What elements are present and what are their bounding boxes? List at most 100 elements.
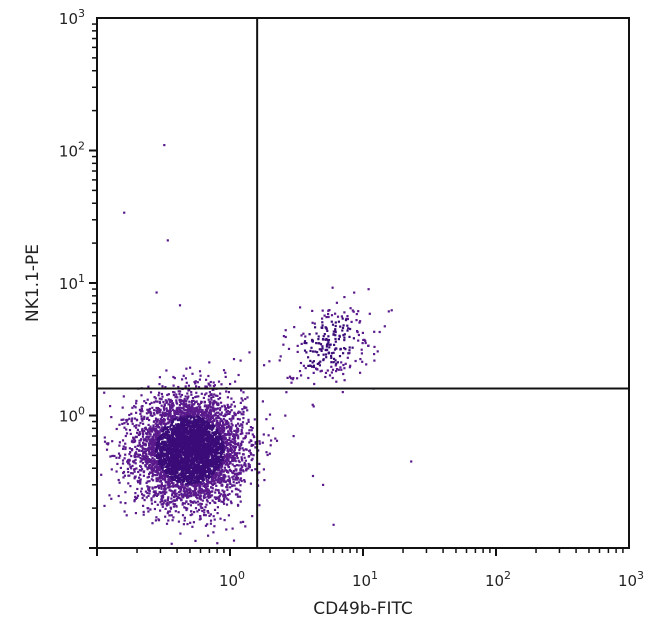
data-point [188,400,191,403]
data-point [156,418,160,421]
data-point [207,511,210,514]
data-point [137,481,140,484]
data-point [139,439,142,442]
data-point [228,468,232,471]
data-point [232,358,236,361]
data-point [162,400,165,404]
data-point [184,456,187,459]
data-point [187,494,190,497]
data-point [133,498,136,502]
data-point [148,492,151,495]
data-point [187,422,190,425]
data-point [176,483,179,487]
data-point [163,418,166,421]
data-point [144,426,147,429]
data-point [128,463,131,466]
data-point [201,432,204,435]
data-point [209,415,212,418]
data-point [178,392,181,396]
data-point [172,415,175,418]
data-point [122,476,125,479]
data-point [239,401,242,404]
data-point [185,457,188,460]
data-point [192,481,195,484]
data-point [121,462,125,465]
data-point [202,439,205,442]
data-point [186,475,189,478]
data-point [173,447,177,450]
data-point [242,449,245,452]
data-point [153,439,156,442]
data-point [239,467,242,470]
data-point [219,465,222,468]
data-point [178,445,181,448]
data-point [185,381,188,384]
data-point [200,420,203,423]
data-point [138,479,141,482]
data-point [223,490,226,493]
data-point [153,463,156,466]
data-point [195,460,198,464]
data-point [209,420,212,423]
data-point [224,494,227,498]
data-point [143,415,146,418]
data-point [219,481,222,485]
data-point [231,440,234,443]
data-point [146,468,149,471]
data-point [219,480,222,483]
data-point [145,481,148,484]
data-point [170,417,173,420]
data-point [168,400,171,403]
data-point [185,402,188,405]
data-point [223,434,226,437]
data-point [231,471,234,474]
data-point [185,420,188,423]
data-point [107,442,110,445]
data-point [150,467,153,470]
data-point [157,518,160,521]
data-point [127,474,130,477]
data-point [129,485,132,488]
data-point [225,440,229,443]
data-point [216,542,219,545]
data-point [226,439,229,442]
data-point [163,409,166,412]
data-point [195,442,198,445]
data-point [231,451,234,454]
data-point [241,459,244,462]
data-point [203,466,206,469]
data-point [157,394,160,397]
data-point [158,409,161,412]
data-point [206,444,209,447]
data-point [153,450,156,453]
data-point [172,429,176,433]
data-point [171,482,174,485]
data-point [130,420,133,423]
data-point [236,493,239,496]
data-point [168,489,171,492]
data-point [151,450,154,453]
data-point [171,417,174,420]
data-point [172,424,175,427]
data-point [229,433,232,436]
data-point [215,423,218,426]
data-point [170,466,173,469]
data-point [180,402,183,405]
data-point [138,439,141,442]
data-point [212,441,215,444]
data-point [174,396,177,399]
data-point [164,461,167,464]
data-point [195,395,198,398]
data-point [214,466,217,469]
data-point [203,455,206,459]
data-point [180,469,183,473]
data-point [197,483,201,486]
data-point [155,516,158,519]
data-point [207,493,210,496]
data-point [221,459,224,462]
data-point [231,476,234,479]
data-point [225,408,228,411]
data-point [241,440,244,443]
data-point [193,500,196,503]
data-point [216,506,219,509]
